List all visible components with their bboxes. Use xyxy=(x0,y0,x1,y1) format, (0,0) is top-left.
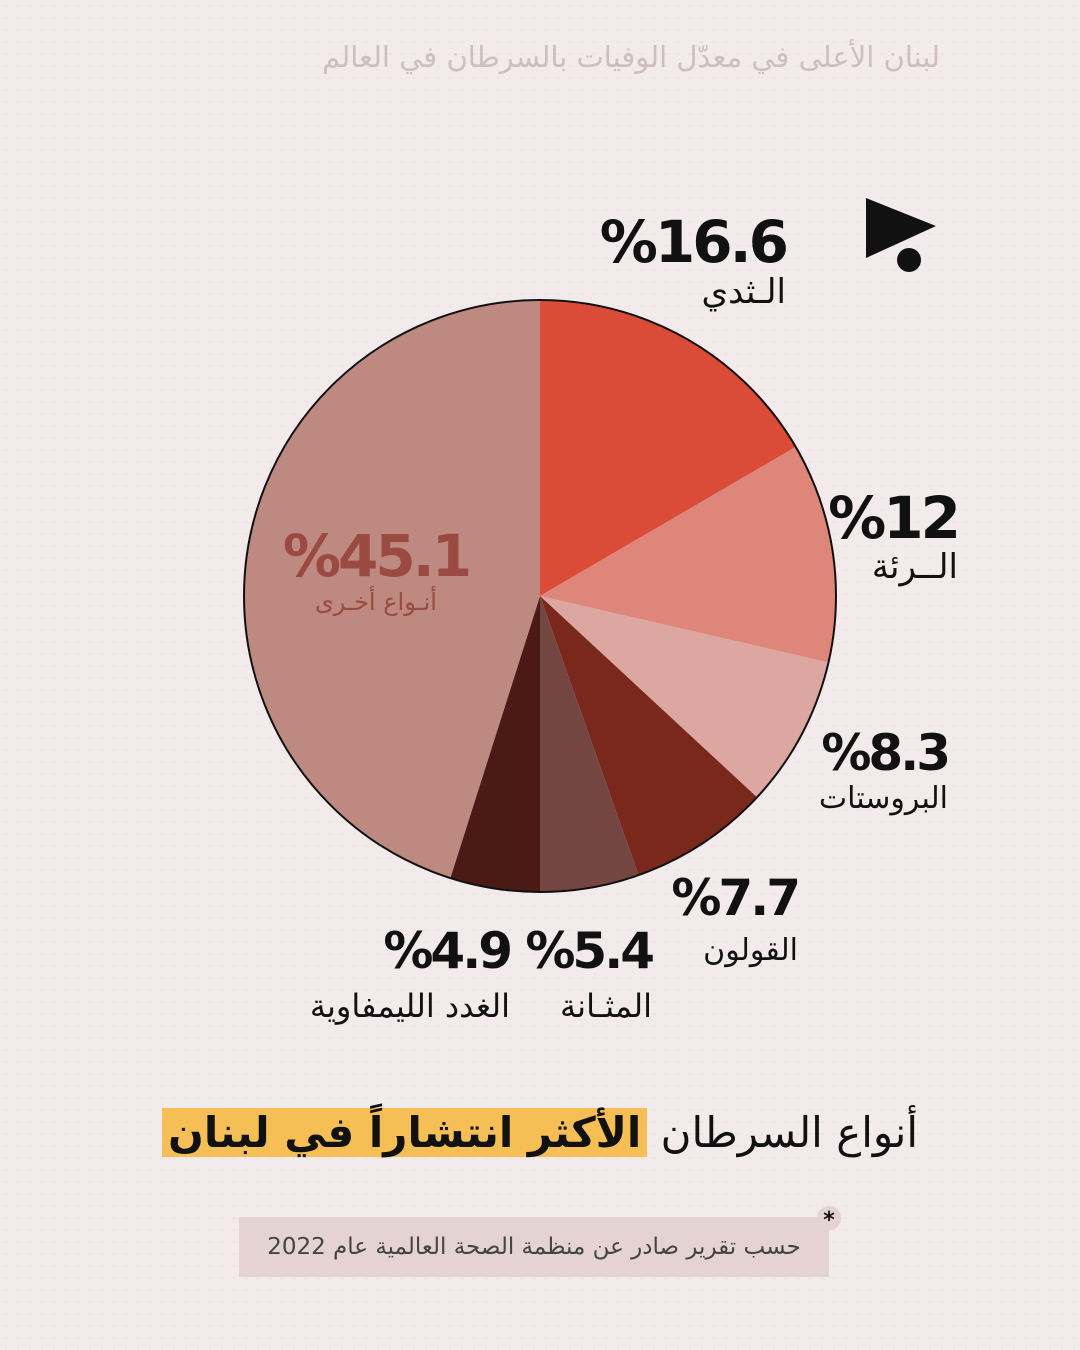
slice-value-label: %8.3 xyxy=(821,724,948,782)
pie-slice xyxy=(540,596,829,798)
slice-value-label: %45.1 xyxy=(283,522,469,590)
slice-value-label: %12 xyxy=(828,484,958,552)
slice-value-label: %4.9 xyxy=(383,922,510,980)
pie-slice xyxy=(540,596,639,892)
slice-category-label: البروستات xyxy=(819,781,948,816)
top-title: لبنان الأعلى في معدّل الوفيات بالسرطان ف… xyxy=(322,40,940,74)
slice-category-label: المثـانة xyxy=(560,987,652,1025)
pie-slice xyxy=(244,300,540,879)
pie-outline xyxy=(243,299,837,893)
slice-value-label: %7.7 xyxy=(671,869,798,927)
flag-dot-logo-icon xyxy=(866,198,936,272)
source-note: حسب تقرير صادر عن منظمة الصحة العالمية ع… xyxy=(239,1217,829,1277)
headline: أنواع السرطان الأكثر انتشاراً في لبنان xyxy=(0,1108,1080,1157)
pie-slice xyxy=(540,596,758,876)
pie-slice xyxy=(450,596,540,892)
slice-category-label: الغدد الليمفاوية xyxy=(310,987,510,1025)
headline-highlight: الأكثر انتشاراً في لبنان xyxy=(162,1108,648,1157)
pie-slice xyxy=(540,300,796,596)
slice-value-label: %5.4 xyxy=(525,922,653,980)
slice-value-label: %16.6 xyxy=(600,208,787,276)
slice-category-label: الــرئة xyxy=(872,547,958,587)
slice-category-label: الـثدي xyxy=(702,272,787,312)
slice-category-label: القولون xyxy=(703,933,798,968)
slice-category-label: أنـواع أخـرى xyxy=(315,586,437,616)
source-marker: * xyxy=(817,1206,841,1233)
headline-plain: أنواع السرطان xyxy=(660,1108,918,1157)
pie-slice xyxy=(540,446,836,663)
